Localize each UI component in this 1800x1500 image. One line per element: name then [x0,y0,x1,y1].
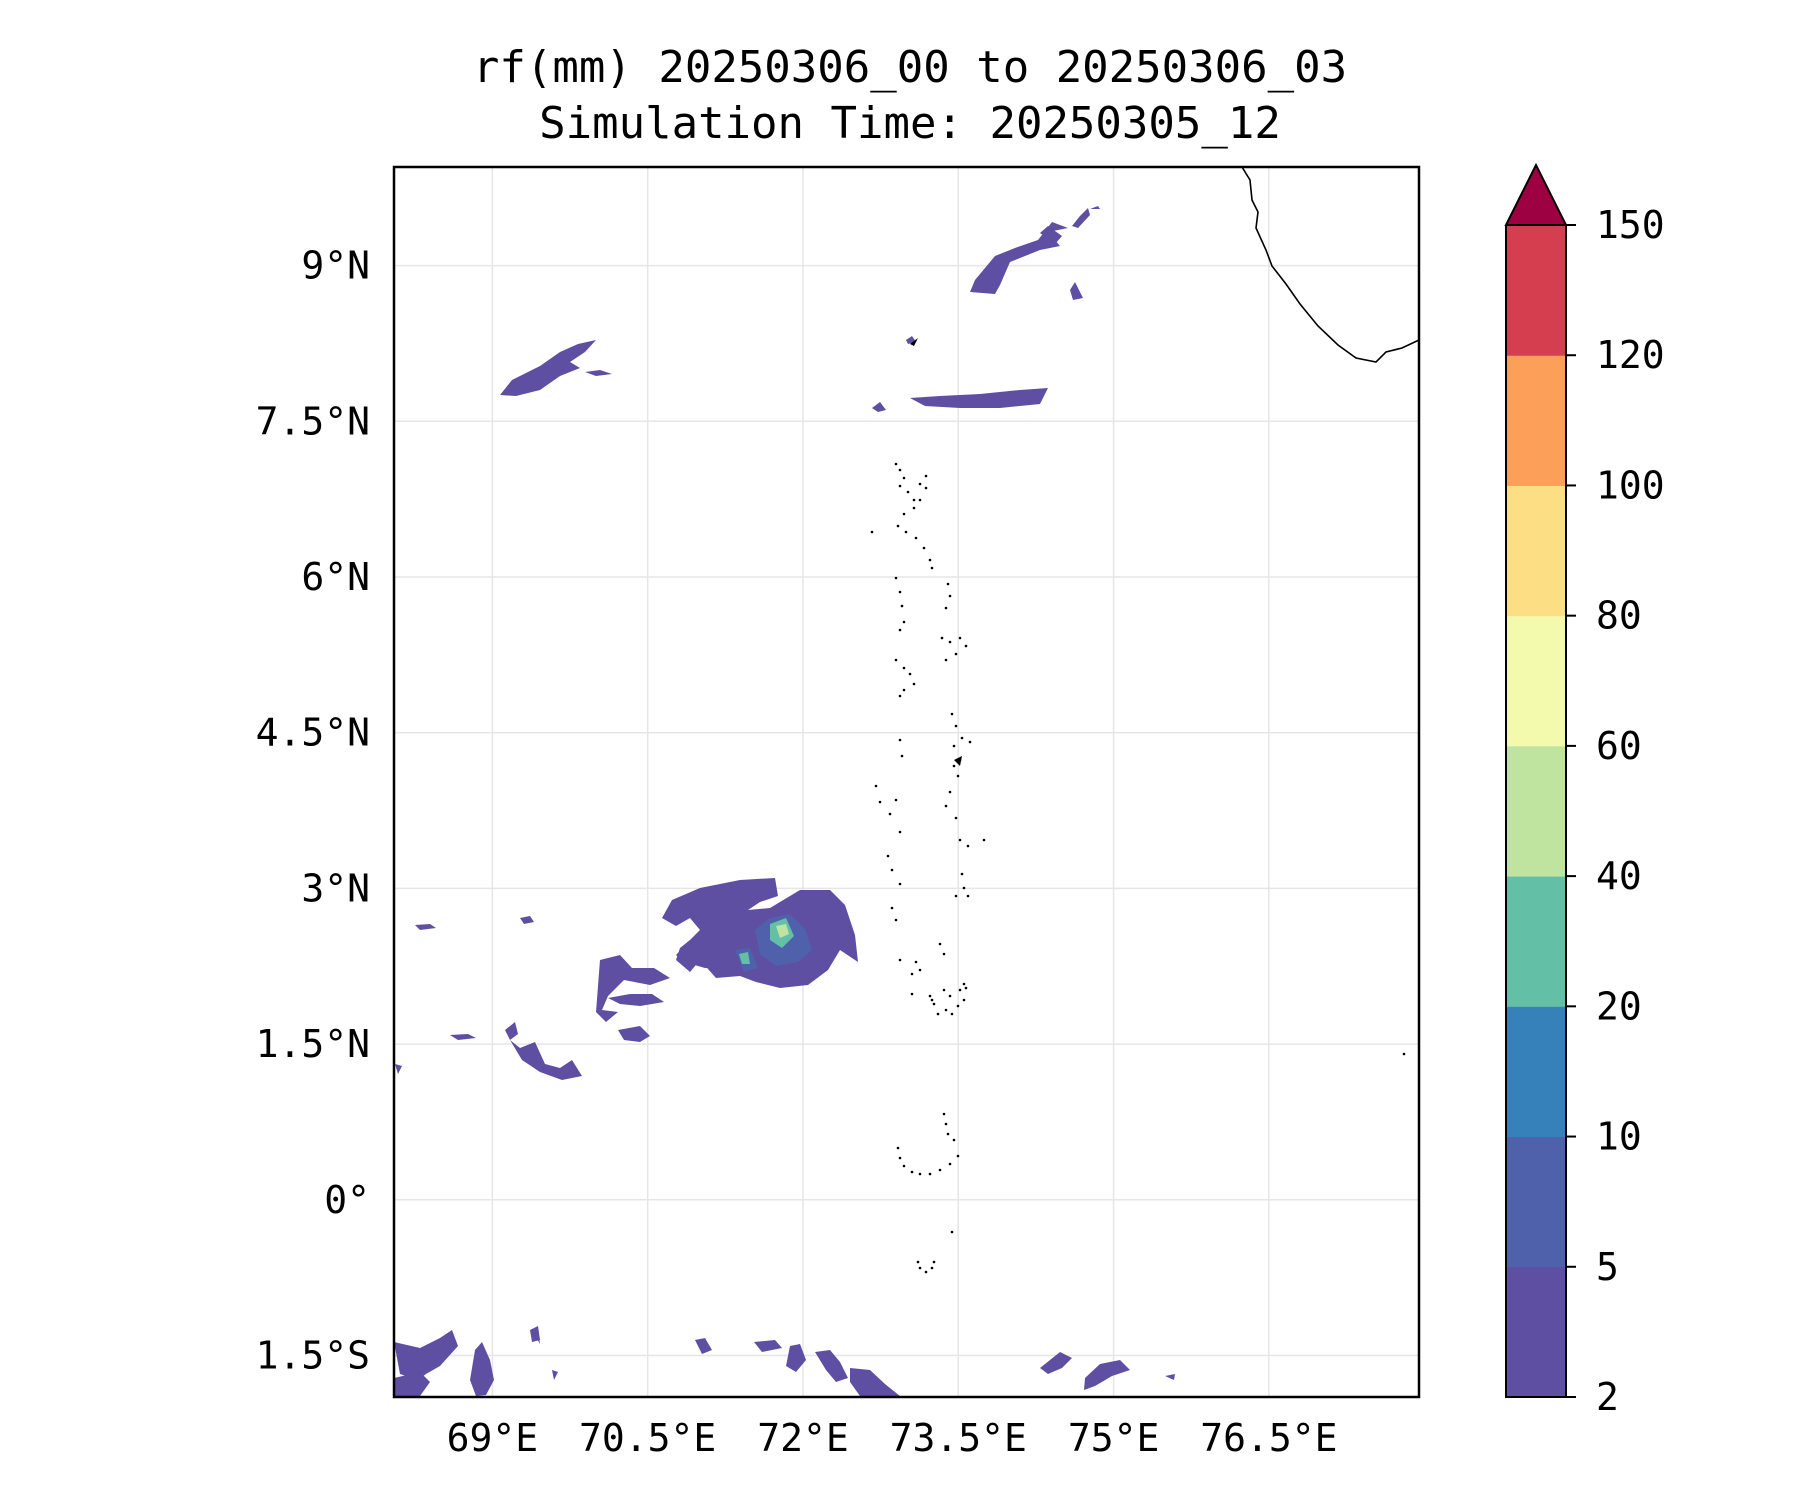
x-tick-label: 75°E [1068,1416,1160,1460]
map-frame [392,165,1421,1399]
rain-cell [786,1344,806,1372]
coastline-india [1241,166,1420,363]
rain-cell [520,916,534,924]
colorbar-extend-arrow [1504,162,1568,226]
y-tick-label: 3°N [301,866,370,910]
y-tick-label: 1.5°S [256,1333,370,1377]
rain-core [739,952,750,964]
colorbar-label: 40 [1596,854,1642,898]
title-line-1: rf(mm) 20250306_00 to 20250306_03 [473,42,1347,93]
rain-cell [1040,226,1062,244]
rain-cell [450,1034,476,1040]
rain-cell [552,1370,558,1380]
rain-cell [1165,1374,1175,1380]
rain-cell [676,940,760,970]
colorbar-segment [1506,615,1566,747]
colorbar-frame [1505,225,1567,1398]
y-tick-label: 0° [324,1178,370,1222]
rain-cell [1084,1360,1130,1390]
rain-cell [1090,206,1100,209]
rain-cell [534,1330,540,1344]
y-tick-label: 1.5°N [256,1022,370,1066]
colorbar-label: 100 [1596,463,1665,507]
x-axis-labels: 69°E 70.5°E 72°E 73.5°E 75°E 76.5°E [447,1416,1338,1460]
x-tick-label: 73.5°E [890,1416,1027,1460]
rain-cell [470,1342,494,1396]
rain-cell [695,1338,712,1354]
rain-cell [872,402,886,412]
y-tick-label: 9°N [301,244,370,288]
rain-cell [608,994,664,1006]
y-tick-label: 6°N [301,555,370,599]
colorbar-segment [1506,485,1566,617]
colorbar-segment [1506,355,1566,486]
colorbar-label: 2 [1596,1375,1619,1419]
rain-cell [1040,1352,1072,1374]
x-tick-label: 69°E [447,1416,539,1460]
x-tick-label: 76.5°E [1200,1416,1337,1460]
colorbar-label: 5 [1596,1245,1619,1289]
colorbar-segment [1506,745,1566,877]
rainfall-core [735,914,812,972]
y-tick-label: 4.5°N [256,711,370,755]
maldives-atolls [870,462,1406,1274]
y-axis-labels: 9°N 7.5°N 6°N 4.5°N 3°N 1.5°N 0° 1.5°S [256,244,370,1378]
rain-cell [850,1368,900,1396]
rain-cell [510,1040,582,1080]
rain-cell [1070,282,1083,300]
colorbar-label: 60 [1596,724,1642,768]
colorbar-segment [1506,225,1566,356]
gridlines [394,167,1419,1397]
rain-cell [618,1026,650,1042]
rain-cell [415,924,436,930]
colorbar-segment [1506,1006,1566,1138]
map-panel [392,165,1421,1399]
rain-cell [394,1372,430,1396]
island [910,338,918,346]
colorbar: 2 5 10 20 40 60 80 100 120 150 [1504,162,1665,1419]
rain-cell [505,1022,518,1040]
rain-cell [815,1350,848,1382]
rain-cell [585,370,612,376]
rain-cell [1072,208,1090,228]
colorbar-label: 120 [1596,333,1665,377]
x-tick-label: 72°E [757,1416,849,1460]
island [954,756,962,766]
x-tick-label: 70.5°E [579,1416,716,1460]
rain-cell [500,340,596,396]
rain-cell [754,1340,782,1352]
colorbar-segment [1506,1266,1566,1398]
colorbar-label: 10 [1596,1115,1642,1159]
rain-cell [910,388,1048,408]
rain-core [776,924,789,938]
y-tick-label: 7.5°N [256,399,370,443]
rain-cell [394,1330,458,1380]
rain-cell [970,222,1068,294]
rain-cell [596,955,670,1022]
colorbar-label: 20 [1596,984,1642,1028]
map-background [394,167,1419,1397]
colorbar-label: 150 [1596,203,1665,247]
colorbar-segment [1506,1136,1566,1268]
rain-cell [395,1064,402,1074]
title-line-2: Simulation Time: 20250305_12 [539,98,1281,149]
colorbar-segment [1506,876,1566,1007]
colorbar-label: 80 [1596,594,1642,638]
